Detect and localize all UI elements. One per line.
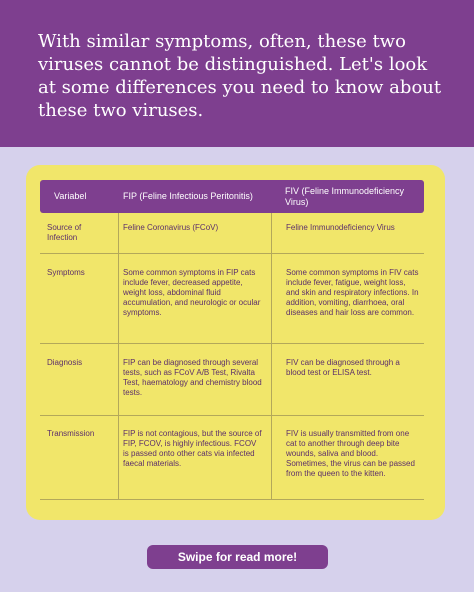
row-divider [40, 253, 424, 254]
column-divider [118, 213, 119, 500]
row-divider [40, 499, 424, 500]
swipe-button[interactable]: Swipe for read more! [147, 545, 328, 569]
row-label-symptoms: Symptoms [47, 268, 85, 277]
header-fiv: FIV (Feline Immunodeficiency Virus) [285, 185, 405, 207]
cell-fip-source: Feline Coronavirus (FCoV) [123, 223, 219, 232]
row-label-source: Source of Infection [47, 223, 82, 242]
row-label-diagnosis: Diagnosis [47, 358, 83, 367]
cell-fip-transmission: FIP is not contagious, but the source of… [123, 429, 262, 468]
cell-fiv-source: Feline Immunodeficiency Virus [286, 223, 395, 232]
row-divider [40, 343, 424, 344]
cell-fiv-transmission: FIV is usually transmitted from one cat … [286, 429, 415, 478]
header-banner: With similar symptoms, often, these two … [0, 0, 474, 147]
table-header: Variabel FIP (Feline Infectious Peritoni… [40, 180, 424, 213]
row-divider [40, 415, 424, 416]
cell-fip-diagnosis: FIP can be diagnosed through several tes… [123, 358, 262, 397]
header-fip: FIP (Feline Infectious Peritonitis) [123, 191, 253, 201]
column-divider [271, 213, 272, 500]
intro-text: With similar symptoms, often, these two … [38, 31, 442, 121]
comparison-card: Variabel FIP (Feline Infectious Peritoni… [26, 165, 445, 520]
cell-fip-symptoms: Some common symptoms in FIP cats include… [123, 268, 261, 317]
header-variable: Variabel [54, 191, 87, 201]
row-label-transmission: Transmission [47, 429, 95, 438]
cell-fiv-diagnosis: FIV can be diagnosed through a blood tes… [286, 358, 400, 377]
cell-fiv-symptoms: Some common symptoms in FIV cats include… [286, 268, 419, 317]
